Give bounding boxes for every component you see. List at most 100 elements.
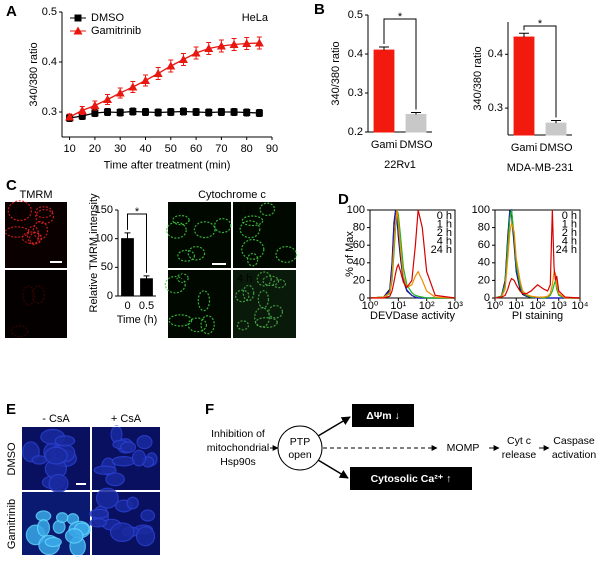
y-tick-label: 50 [101, 261, 113, 273]
error-bar [143, 275, 150, 279]
x-tick-label: 10² [530, 300, 546, 312]
y-tick-label: 0.2 [348, 126, 363, 138]
cell [36, 519, 50, 537]
micrograph [5, 270, 67, 338]
bar [405, 113, 427, 133]
cell [7, 200, 32, 222]
x-tick-label: 10² [419, 300, 435, 312]
marker [154, 109, 162, 116]
node-text: activation [552, 449, 597, 461]
marker [116, 109, 124, 116]
marker [104, 108, 112, 116]
cell [176, 273, 189, 283]
marker [77, 106, 87, 114]
marker [217, 108, 225, 116]
y-tick-label: 0.4 [488, 48, 503, 60]
error-bar [411, 112, 421, 115]
y-tick-label: 0 [484, 292, 490, 304]
cell [235, 289, 250, 303]
y-tick-label: 0.3 [488, 102, 503, 114]
significance-bracket [127, 213, 147, 273]
image-label: 4 h [237, 273, 252, 285]
marker [103, 95, 113, 103]
legend-label: Gamitrinib [91, 25, 141, 37]
cell [93, 465, 117, 475]
cell [242, 284, 255, 302]
marker [254, 38, 264, 47]
bar [373, 49, 395, 133]
x-tick-label: 10⁰ [362, 300, 379, 312]
marker [115, 88, 125, 97]
panel-label: B [314, 1, 325, 18]
series-line [494, 209, 581, 299]
series-line [69, 110, 260, 119]
significance-label: * [398, 11, 403, 23]
legend-label: 2 h [562, 227, 577, 239]
marker [205, 109, 213, 116]
y-tick-label: 80 [353, 222, 365, 234]
marker [73, 26, 83, 35]
cell [135, 526, 156, 547]
diagram: Inhibition of mitochondrial Hsp90s PTP o… [207, 404, 597, 490]
marker [140, 76, 150, 84]
cell [241, 215, 264, 227]
cell [239, 220, 261, 239]
micrograph [168, 202, 231, 268]
cell [120, 441, 137, 454]
node-text: open [288, 449, 312, 461]
y-tick-label: 60 [353, 239, 365, 251]
marker [243, 109, 251, 116]
marker [78, 112, 86, 120]
legend-label: 1 h [562, 218, 577, 230]
image-frame [21, 426, 161, 556]
marker [141, 108, 149, 116]
row-label: DMSO [6, 442, 18, 475]
marker [65, 112, 75, 121]
x-axis-title: DEVDase activity [370, 310, 455, 322]
node-text: Hsp90s [220, 456, 256, 468]
significance-label: * [135, 206, 140, 218]
cell [27, 225, 40, 246]
cell [54, 435, 76, 447]
cell [31, 285, 46, 304]
cell [140, 509, 156, 522]
x-tick-label: 10⁰ [487, 300, 504, 312]
arrow [317, 416, 351, 437]
micrograph [5, 202, 67, 268]
x-tick-label: 90 [266, 143, 278, 155]
cell [10, 325, 29, 338]
marker [242, 39, 252, 47]
x-tick-label: 10¹ [508, 300, 524, 312]
node-text: Caspase [553, 435, 595, 447]
y-tick-label: 0.3 [42, 106, 57, 118]
bar [545, 122, 567, 136]
marker [255, 109, 263, 117]
node-text: ΔΨm ↓ [366, 410, 400, 422]
panel-label: E [6, 401, 16, 418]
cell [164, 275, 186, 294]
legend-label: DMSO [91, 12, 124, 24]
cell [64, 528, 84, 544]
y-tick-label: 0 [107, 290, 113, 302]
cell [126, 496, 139, 510]
x-tick-label: 50 [165, 143, 177, 155]
cell [168, 314, 193, 327]
cell [109, 522, 135, 543]
image-label: 0 h [9, 205, 24, 217]
y-tick-label: 0.5 [348, 9, 363, 21]
marker [74, 14, 82, 22]
error-bar [379, 46, 389, 51]
y-tick-label: 60 [478, 239, 490, 251]
cell [166, 221, 187, 239]
error-bar [124, 232, 131, 239]
annotation: HeLa [242, 12, 269, 24]
image-label: 0.5 h [9, 273, 33, 285]
cell [200, 315, 215, 335]
x-tick-label: 70 [215, 143, 227, 155]
panel-label: C [6, 177, 17, 194]
y-axis-title: 340/380 ratio [330, 41, 342, 105]
marker [204, 44, 214, 52]
x-axis-title: Time after treatment (min) [104, 160, 231, 172]
cell [256, 271, 272, 287]
